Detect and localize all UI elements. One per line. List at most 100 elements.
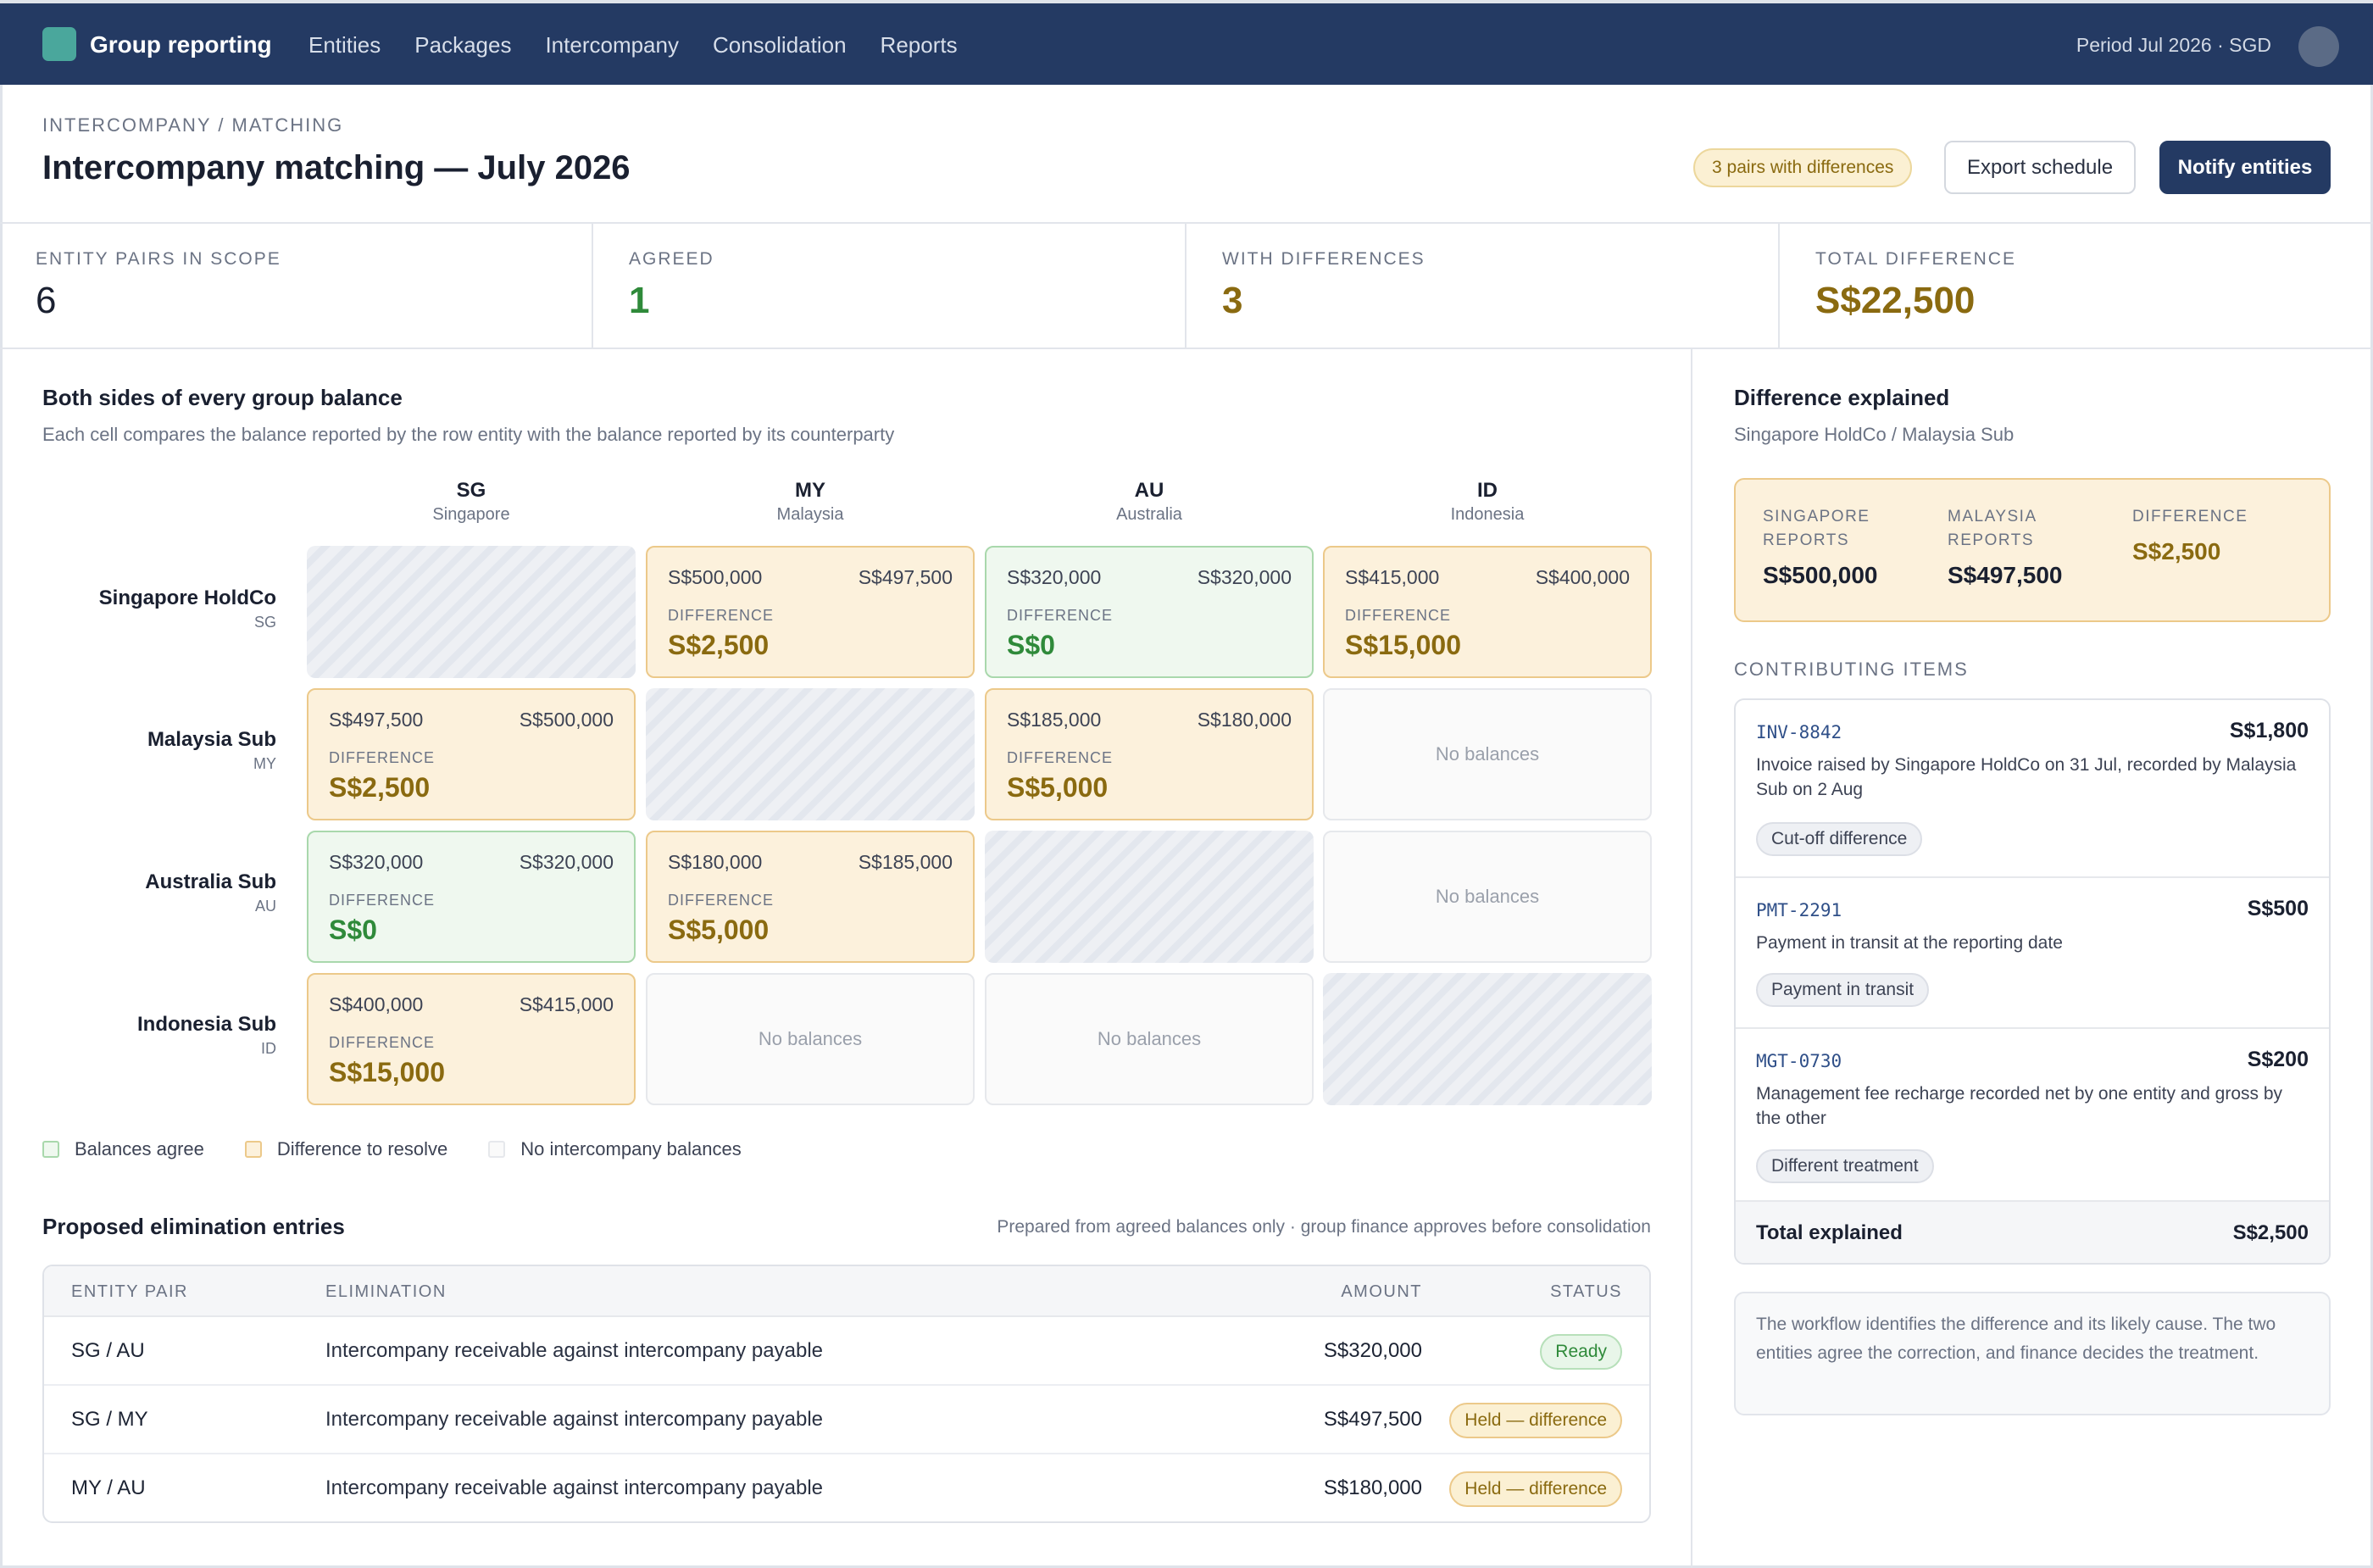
- difference-value: S$2,500: [329, 772, 431, 803]
- row-balance: S$497,500: [329, 709, 424, 731]
- row-header-au: Australia Sub AU: [42, 869, 276, 916]
- difference-label: DIFFERENCE: [329, 749, 436, 766]
- differences-badge: 3 pairs with differences: [1693, 148, 1913, 187]
- summary-label: DIFFERENCE: [2132, 508, 2248, 525]
- stat-with-differences: WITH DIFFERENCES 3: [1186, 224, 1780, 348]
- app-logo-icon[interactable]: [42, 27, 76, 61]
- stat-label: ENTITY PAIRS IN SCOPE: [36, 249, 281, 269]
- list-item[interactable]: INV-8842 S$1,800 Invoice raised by Singa…: [1736, 700, 2329, 878]
- stat-value: 6: [36, 280, 57, 321]
- matrix-cell-my-au[interactable]: S$185,000 S$180,000 DIFFERENCE S$5,000: [985, 688, 1314, 820]
- summary-value: S$497,500: [1948, 562, 2063, 588]
- row-name: Singapore HoldCo: [98, 587, 276, 609]
- matrix-cell-sg-my[interactable]: S$500,000 S$497,500 DIFFERENCE S$2,500: [646, 546, 975, 678]
- col-code: ID: [1477, 479, 1498, 502]
- no-balances-text: No balances: [1435, 886, 1540, 907]
- difference-value: S$15,000: [329, 1057, 446, 1087]
- export-schedule-button[interactable]: Export schedule: [1944, 141, 2136, 194]
- no-balances-text: No balances: [758, 1028, 863, 1049]
- item-amount: S$500: [2247, 897, 2309, 920]
- elimination-desc: Intercompany receivable against intercom…: [325, 1408, 824, 1431]
- stat-value: 3: [1222, 280, 1243, 321]
- matrix-cell-sg-au[interactable]: S$320,000 S$320,000 DIFFERENCE S$0: [985, 546, 1314, 678]
- elimination-amount: S$320,000: [1323, 1339, 1422, 1362]
- stat-label: WITH DIFFERENCES: [1222, 249, 1425, 269]
- user-avatar[interactable]: [2298, 26, 2339, 67]
- item-amount: S$1,800: [2229, 719, 2309, 742]
- row-name: Malaysia Sub: [147, 728, 276, 751]
- difference-label: DIFFERENCE: [668, 607, 775, 624]
- difference-label: DIFFERENCE: [329, 892, 436, 909]
- nav-reports[interactable]: Reports: [880, 32, 958, 58]
- difference-value: S$15,000: [1345, 630, 1462, 660]
- period-selector[interactable]: Period Jul 2026 · SGD: [2076, 34, 2271, 56]
- app-title[interactable]: Group reporting: [90, 31, 272, 58]
- matrix-cell-self: [1323, 973, 1652, 1105]
- elimination-amount: S$180,000: [1323, 1476, 1422, 1499]
- table-row[interactable]: SG / MY Intercompany receivable against …: [44, 1386, 1649, 1454]
- matrix-cell-au-my[interactable]: S$180,000 S$185,000 DIFFERENCE S$5,000: [646, 831, 975, 963]
- notify-entities-button[interactable]: Notify entities: [2159, 141, 2331, 194]
- table-row[interactable]: SG / AU Intercompany receivable against …: [44, 1317, 1649, 1386]
- counterparty-balance: S$320,000: [1197, 566, 1292, 588]
- row-name: Australia Sub: [145, 870, 276, 893]
- summary-value: S$2,500: [2132, 538, 2221, 564]
- row-code: ID: [261, 1040, 276, 1057]
- total-explained-row: Total explained S$2,500: [1736, 1200, 2329, 1263]
- nav-links: Entities Packages Intercompany Consolida…: [308, 30, 992, 60]
- matrix-cell-id-sg[interactable]: S$400,000 S$415,000 DIFFERENCE S$15,000: [307, 973, 636, 1105]
- summary-malaysia: MALAYSIA REPORTS S$497,500: [1948, 505, 2126, 592]
- matrix-title: Both sides of every group balance: [42, 385, 403, 410]
- matrix-cell-self: [985, 831, 1314, 963]
- row-code: MY: [253, 755, 276, 772]
- list-item[interactable]: MGT-0730 S$200 Management fee recharge r…: [1736, 1029, 2329, 1204]
- row-balance: S$500,000: [668, 566, 763, 588]
- explain-subtitle: Singapore HoldCo / Malaysia Sub: [1734, 424, 2015, 445]
- header-entity-pair: ENTITY PAIR: [71, 1282, 189, 1301]
- col-header-my: MY Malaysia: [646, 478, 975, 525]
- item-code[interactable]: INV-8842: [1756, 722, 1842, 742]
- elimination-desc: Intercompany receivable against intercom…: [325, 1339, 824, 1362]
- item-code[interactable]: PMT-2291: [1756, 900, 1842, 920]
- nav-consolidation[interactable]: Consolidation: [712, 32, 847, 58]
- item-description: Management fee recharge recorded net by …: [1756, 1084, 2283, 1128]
- legend-item-agree: Balances agree: [42, 1137, 204, 1161]
- summary-label: MALAYSIA REPORTS: [1948, 508, 2037, 549]
- nav-packages[interactable]: Packages: [414, 32, 512, 58]
- row-balance: S$415,000: [1345, 566, 1440, 588]
- matrix-cell-my-sg[interactable]: S$497,500 S$500,000 DIFFERENCE S$2,500: [307, 688, 636, 820]
- counterparty-balance: S$320,000: [519, 851, 614, 873]
- matrix-cell-au-id: No balances: [1323, 831, 1652, 963]
- counterparty-balance: S$185,000: [858, 851, 953, 873]
- nav-intercompany[interactable]: Intercompany: [545, 32, 679, 58]
- legend-swatch-amber: [244, 1141, 262, 1158]
- entity-pair: SG / AU: [71, 1339, 145, 1362]
- col-code: MY: [795, 479, 825, 502]
- row-balance: S$320,000: [329, 851, 424, 873]
- matrix-cell-sg-id[interactable]: S$415,000 S$400,000 DIFFERENCE S$15,000: [1323, 546, 1652, 678]
- table-header: ENTITY PAIR ELIMINATION AMOUNT STATUS: [44, 1266, 1649, 1317]
- row-balance: S$185,000: [1007, 709, 1102, 731]
- stat-value: 1: [629, 280, 650, 321]
- legend-swatch-empty: [488, 1141, 506, 1158]
- table-row[interactable]: MY / AU Intercompany receivable against …: [44, 1454, 1649, 1521]
- elimination-desc: Intercompany receivable against intercom…: [325, 1476, 824, 1499]
- matrix-legend: Balances agree Difference to resolve No …: [42, 1137, 782, 1161]
- col-name: Singapore: [432, 505, 510, 524]
- item-tag: Payment in transit: [1756, 973, 1930, 1007]
- col-header-sg: SG Singapore: [307, 478, 636, 525]
- col-header-id: ID Indonesia: [1323, 478, 1652, 525]
- matrix-cell-au-sg[interactable]: S$320,000 S$320,000 DIFFERENCE S$0: [307, 831, 636, 963]
- nav-entities[interactable]: Entities: [308, 32, 381, 58]
- item-code[interactable]: MGT-0730: [1756, 1051, 1842, 1071]
- list-item[interactable]: PMT-2291 S$500 Payment in transit at the…: [1736, 878, 2329, 1029]
- col-name: Australia: [1116, 505, 1182, 524]
- top-navigation: Group reporting Entities Packages Interc…: [0, 0, 2373, 85]
- counterparty-balance: S$500,000: [519, 709, 614, 731]
- stat-label: AGREED: [629, 249, 714, 269]
- legend-item-difference: Difference to resolve: [244, 1137, 447, 1161]
- breadcrumb: INTERCOMPANY / MATCHING: [42, 114, 344, 136]
- difference-value: S$5,000: [668, 915, 770, 945]
- eliminations-title: Proposed elimination entries: [42, 1214, 345, 1239]
- no-balances-text: No balances: [1435, 743, 1540, 765]
